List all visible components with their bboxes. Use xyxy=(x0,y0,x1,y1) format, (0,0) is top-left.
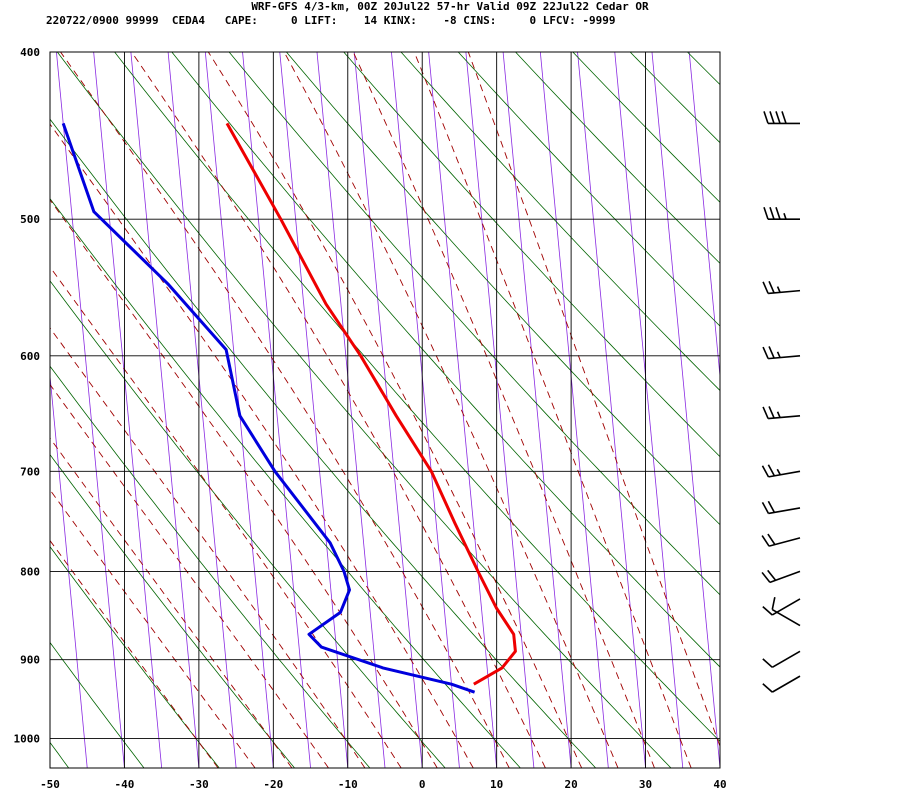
dry-adiabat-line xyxy=(50,453,295,768)
dry-adiabat-line xyxy=(50,641,145,768)
isotherm-line xyxy=(539,52,609,768)
pressure-tick-label: 500 xyxy=(20,213,40,226)
moist-adiabat-line xyxy=(50,327,366,768)
dry-adiabat-line xyxy=(56,52,672,768)
isotherm-line xyxy=(353,52,423,768)
temperature-tick-label: -40 xyxy=(115,778,135,791)
pressure-tick-label: 900 xyxy=(20,654,40,667)
sounding-traces xyxy=(61,122,517,694)
isotherm-line xyxy=(391,52,460,768)
wind-barb xyxy=(762,280,801,295)
temperature-tick-label: 20 xyxy=(564,778,577,791)
wind-barb xyxy=(762,346,801,360)
wind-barb xyxy=(761,500,801,515)
isotherm-line xyxy=(801,52,869,768)
dry-adiabat-line xyxy=(50,197,521,768)
wind-barb xyxy=(762,598,801,616)
pressure-tick-label: 700 xyxy=(20,465,40,478)
dry-adiabat-line xyxy=(114,52,720,743)
pressure-tick-label: 1000 xyxy=(14,733,41,746)
wind-barb xyxy=(762,675,801,693)
isotherm-line xyxy=(577,52,646,768)
isotherm-line xyxy=(130,52,200,768)
wind-barbs xyxy=(761,111,801,693)
dewpoint-trace xyxy=(61,122,476,694)
wind-barb xyxy=(762,650,801,668)
dry-adiabat-line xyxy=(687,52,720,86)
dry-adiabat-line xyxy=(50,365,371,768)
wind-barb xyxy=(763,206,800,221)
isotherm-line xyxy=(56,52,125,768)
dry-adiabat-line xyxy=(572,52,720,203)
dry-adiabat-line xyxy=(50,546,220,768)
moist-adiabat-line xyxy=(60,52,510,768)
dry-adiabat-line xyxy=(50,118,596,768)
dry-adiabat-line xyxy=(228,52,720,596)
isotherm-line xyxy=(50,371,88,768)
pressure-tick-label: 800 xyxy=(20,565,40,578)
temperature-tick-label: 0 xyxy=(419,778,426,791)
isotherm-line xyxy=(167,52,237,768)
moist-adiabat-line xyxy=(467,52,720,748)
isotherm-line xyxy=(0,52,13,768)
temperature-tick-label: -30 xyxy=(189,778,209,791)
header-line-2: 220722/0900 99999 CEDA4 CAPE: 0 LIFT: 14… xyxy=(46,14,616,27)
temperature-tick-label: -50 xyxy=(40,778,60,791)
dry-adiabat-line xyxy=(457,52,720,327)
isotherm-lines xyxy=(0,52,869,768)
temperature-tick-label: 30 xyxy=(639,778,652,791)
moist-adiabat-line xyxy=(352,52,655,768)
wind-barb xyxy=(761,569,801,584)
isotherm-line xyxy=(764,52,832,768)
dry-adiabat-lines xyxy=(50,52,900,768)
dry-adiabat-line xyxy=(400,52,720,392)
isotherm-line xyxy=(428,52,498,768)
temperature-tick-label: -20 xyxy=(263,778,283,791)
moist-adiabat-line xyxy=(413,52,692,768)
temperature-tick-label: -10 xyxy=(338,778,358,791)
wind-barb xyxy=(763,111,800,125)
tick-labels: 400 500 600 700 800 900 1000 -50 -40 -30 -20 -10 0 10… xyxy=(14,46,727,791)
wind-barb xyxy=(761,464,801,478)
moist-adiabat-line xyxy=(283,52,619,768)
isotherm-line xyxy=(465,52,535,768)
isotherm-line xyxy=(502,52,572,768)
moist-adiabat-line xyxy=(50,198,438,768)
moist-adiabat-line xyxy=(207,52,583,768)
moist-adiabat-line xyxy=(50,123,474,768)
plot-frame xyxy=(49,51,721,769)
temperature-trace xyxy=(225,122,517,686)
wind-barb xyxy=(761,533,801,547)
dry-adiabat-line xyxy=(745,52,900,768)
isotherm-line xyxy=(316,52,386,768)
dry-adiabat-line xyxy=(171,52,720,668)
temperature-tick-label: 40 xyxy=(713,778,726,791)
moist-adiabat-line xyxy=(50,266,402,768)
isotherm-line xyxy=(614,52,684,768)
pressure-tick-label: 400 xyxy=(20,46,40,59)
moist-adiabat-line xyxy=(50,383,329,768)
dry-adiabat-line xyxy=(50,280,446,768)
isotherm-line xyxy=(93,52,163,768)
isotherm-line xyxy=(651,52,720,768)
moist-adiabat-line xyxy=(131,52,546,768)
dry-adiabat-line xyxy=(802,52,900,768)
dry-adiabat-line xyxy=(515,52,720,264)
moist-adiabat-line xyxy=(50,539,219,768)
isotherm-line xyxy=(688,52,720,381)
moist-adiabat-lines xyxy=(50,52,720,768)
moist-adiabat-line xyxy=(50,437,293,768)
dry-adiabat-line xyxy=(286,52,720,526)
grid-lines xyxy=(49,51,721,768)
wind-barb xyxy=(771,597,801,627)
wind-barb xyxy=(762,406,801,420)
moist-adiabat-line xyxy=(50,489,256,768)
pressure-tick-label: 600 xyxy=(20,350,40,363)
header-line-1: WRF-GFS 4/3-km, 00Z 20Jul22 57-hr Valid … xyxy=(251,0,649,13)
dry-adiabat-line xyxy=(343,52,720,458)
isotherm-line xyxy=(279,52,349,768)
temperature-tick-label: 10 xyxy=(490,778,503,791)
